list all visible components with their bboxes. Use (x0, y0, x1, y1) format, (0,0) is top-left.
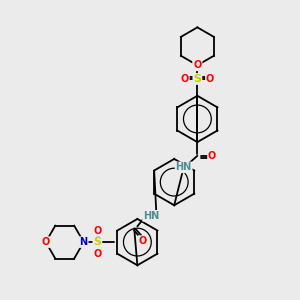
Text: O: O (206, 74, 214, 84)
Text: O: O (181, 74, 189, 84)
Text: O: O (208, 151, 216, 161)
Text: HN: HN (176, 162, 192, 172)
Text: S: S (93, 237, 101, 247)
Text: N: N (80, 237, 88, 247)
Text: O: O (93, 249, 101, 259)
Text: O: O (193, 60, 202, 70)
Text: N: N (193, 60, 201, 70)
Text: O: O (93, 226, 101, 236)
Text: O: O (139, 236, 147, 246)
Text: HN: HN (143, 211, 159, 221)
Text: O: O (42, 237, 50, 247)
Text: S: S (194, 74, 201, 84)
